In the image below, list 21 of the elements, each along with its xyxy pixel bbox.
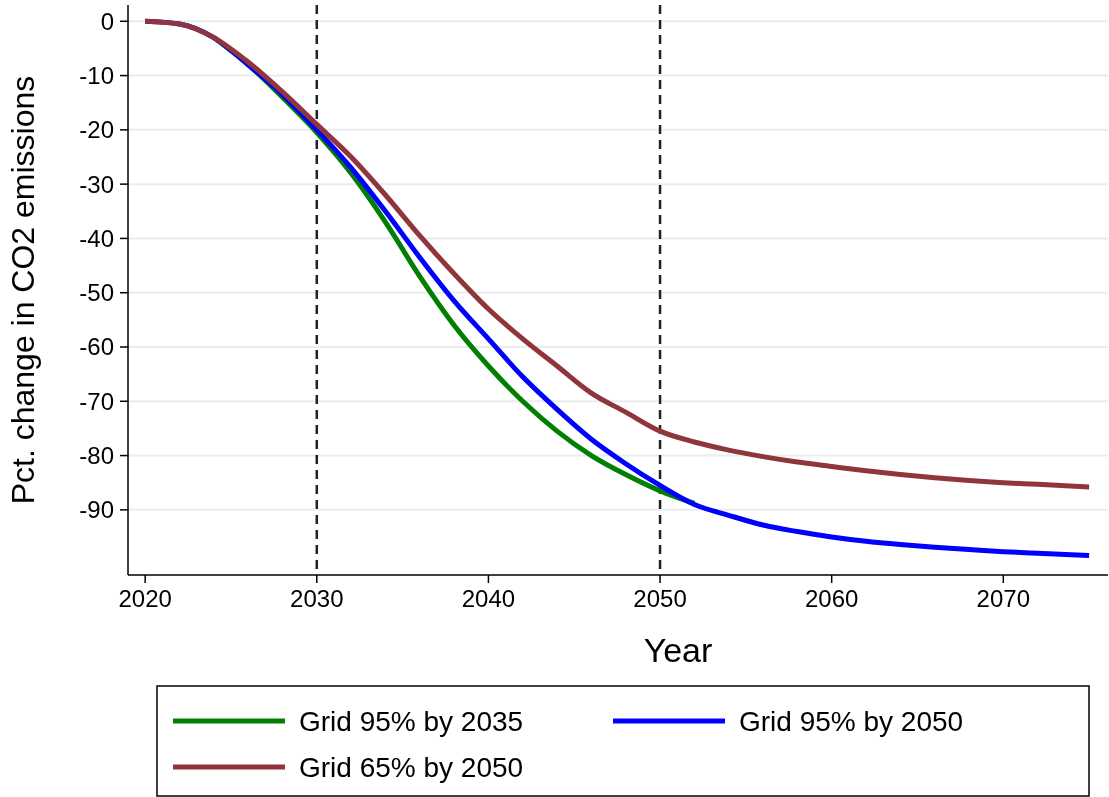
y-tick-label: -40 <box>79 224 114 252</box>
legend-label: Grid 95% by 2035 <box>299 705 524 737</box>
y-axis-title: Pct. change in CO2 emissions <box>5 75 41 505</box>
y-tick-label: -80 <box>79 441 114 469</box>
x-tick-label: 2020 <box>118 585 172 612</box>
y-tick-label: 0 <box>100 7 114 35</box>
y-tick-label: -50 <box>79 279 114 307</box>
legend-label: Grid 65% by 2050 <box>299 751 524 783</box>
y-tick-label: -20 <box>79 116 114 144</box>
y-tick-label: -90 <box>79 496 114 524</box>
y-tick-label: -70 <box>79 387 114 415</box>
y-tick-label: -10 <box>79 61 114 89</box>
y-tick-label: -30 <box>79 170 114 198</box>
x-tick-label: 2070 <box>976 585 1030 612</box>
x-tick-label: 2050 <box>633 585 687 612</box>
x-axis-title: Year <box>643 631 713 669</box>
legend-label: Grid 95% by 2050 <box>739 705 964 737</box>
x-tick-label: 2030 <box>290 585 344 612</box>
x-tick-label: 2060 <box>804 585 859 612</box>
y-tick-label: -60 <box>79 333 114 361</box>
x-tick-label: 2040 <box>461 585 516 612</box>
